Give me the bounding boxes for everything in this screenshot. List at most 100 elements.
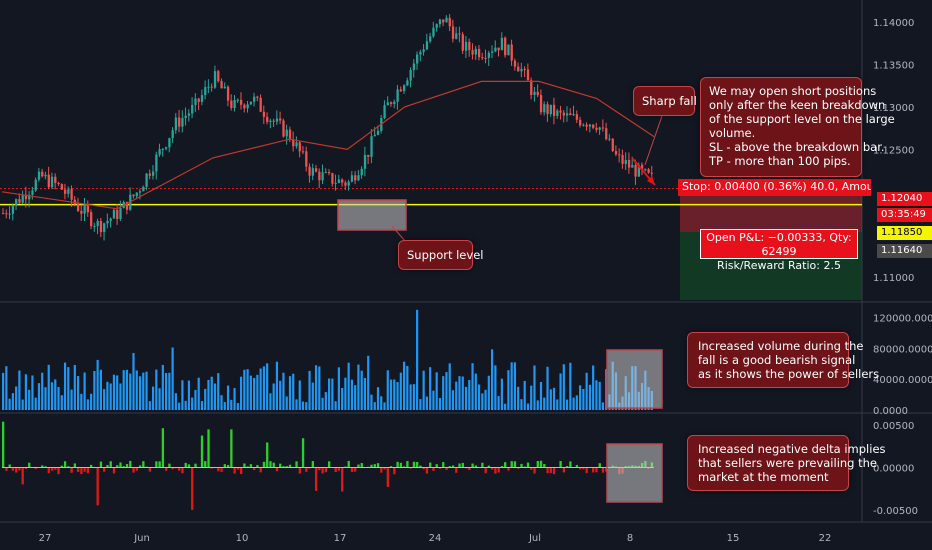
price-tag-stop: 1.12040: [877, 192, 932, 206]
candle-body: [389, 102, 393, 104]
volume-bar: [73, 364, 76, 410]
candle-body: [461, 34, 464, 51]
delta-bar: [15, 467, 18, 473]
volume-bar: [158, 388, 161, 410]
volume-bar: [243, 369, 246, 410]
delta-bar: [533, 467, 536, 474]
candle-body: [119, 208, 122, 219]
candle-body: [90, 212, 93, 227]
volume-bar: [266, 363, 269, 410]
price-tick-label: 1.13500: [873, 60, 914, 71]
volume-bar: [331, 378, 334, 410]
stop-label[interactable]: Stop: 0.00400 (0.36%) 40.0, Amount: 7: [678, 179, 871, 196]
delta-bar: [546, 467, 549, 474]
delta-bar: [99, 461, 103, 468]
delta-bar: [357, 464, 360, 468]
support-highlight: [337, 199, 407, 231]
annotation-sharp-fall[interactable]: Sharp fall: [633, 86, 697, 116]
volume-bar: [138, 376, 142, 410]
volume-bar: [507, 370, 510, 410]
candle-body: [24, 194, 28, 200]
delta-bar: [256, 465, 259, 468]
candle-body: [448, 17, 451, 27]
volume-bar: [50, 382, 54, 410]
delta-bar: [165, 467, 168, 471]
price-tick-label: 1.12500: [873, 145, 914, 156]
candle-body: [279, 118, 282, 121]
delta-bar: [57, 467, 60, 475]
candle-body: [262, 111, 266, 117]
candle-body: [305, 151, 308, 167]
pnl-label[interactable]: Open P&L: −0.00333, Qty: 62499 Risk/Rewa…: [700, 229, 858, 272]
volume-bar: [233, 388, 236, 410]
candle-body: [191, 104, 194, 114]
candle-body: [588, 124, 592, 127]
delta-bar: [504, 462, 507, 468]
candle-body: [556, 110, 559, 116]
delta-bar: [76, 467, 80, 472]
delta-bar: [562, 467, 566, 473]
volume-bar: [285, 396, 288, 410]
volume-bar: [125, 369, 129, 410]
candle-body: [416, 54, 419, 64]
candle-body: [592, 124, 595, 128]
volume-bar: [236, 403, 239, 410]
volume-bar: [435, 372, 438, 410]
delta-bar: [187, 464, 191, 468]
delta-bar: [481, 462, 484, 468]
annotation-support-level[interactable]: Support level: [398, 240, 483, 270]
delta-bar: [308, 467, 311, 469]
volume-bar: [575, 395, 578, 410]
annotation-volume-note[interactable]: Increased volume during the fall is a go…: [687, 332, 879, 388]
delta-bar: [380, 467, 383, 473]
volume-bar: [184, 400, 187, 410]
volume-bar: [383, 402, 386, 410]
candle-body: [471, 50, 474, 55]
candle-body: [562, 112, 566, 116]
delta-bar: [438, 467, 442, 469]
x-tick-label: 15: [727, 533, 740, 544]
delta-bar: [318, 467, 321, 471]
candle-body: [370, 136, 373, 157]
delta-bar: [109, 461, 112, 468]
volume-bar: [272, 383, 275, 410]
volume-bar: [171, 347, 174, 410]
delta-bar: [171, 467, 174, 470]
delta-bar: [269, 461, 272, 468]
candle-body: [533, 91, 536, 95]
candle-body: [543, 104, 546, 113]
volume-bar: [491, 349, 494, 410]
volume-bar: [246, 369, 249, 410]
volume-bar: [337, 367, 340, 410]
delta-bar: [549, 467, 552, 473]
volume-bar: [21, 399, 24, 410]
volume-bar: [122, 370, 125, 410]
annotation-delta-note[interactable]: Increased negative delta implies that se…: [687, 435, 886, 491]
volume-bar: [318, 366, 321, 410]
volume-bar: [513, 362, 517, 410]
candle-body: [63, 189, 67, 194]
delta-bar: [341, 467, 344, 492]
candle-body: [292, 139, 295, 147]
delta-bar: [116, 465, 119, 468]
delta-bar: [5, 467, 8, 471]
delta-bar: [106, 464, 109, 468]
candle-body: [233, 100, 236, 109]
annotation-short-note[interactable]: We may open short positions only after t…: [700, 77, 895, 177]
candle-body: [197, 98, 200, 102]
delta-bar: [474, 465, 477, 468]
delta-bar: [259, 467, 262, 473]
volume-bar: [321, 397, 324, 410]
candle-body: [360, 168, 363, 176]
delta-bar: [334, 467, 337, 472]
volume-bar: [24, 374, 28, 410]
candle-body: [178, 117, 181, 127]
volume-bar: [187, 380, 191, 410]
delta-bar: [386, 467, 389, 487]
volume-bar: [109, 383, 112, 410]
volume-bar: [67, 367, 70, 410]
candle-body: [618, 154, 621, 156]
volume-bar: [526, 403, 530, 410]
sharp-fall-arrowhead: [647, 176, 655, 185]
candle-body: [181, 117, 184, 127]
